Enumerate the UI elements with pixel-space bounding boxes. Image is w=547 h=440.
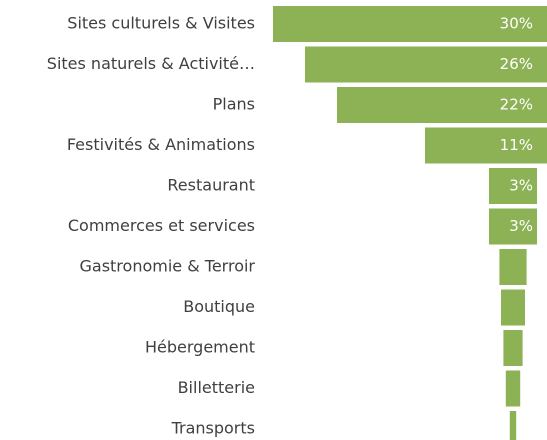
funnel-bar bbox=[505, 370, 521, 407]
category-label: Billetterie bbox=[178, 378, 255, 397]
value-label: 3% bbox=[509, 177, 533, 195]
funnel-bar bbox=[337, 87, 547, 123]
category-label: Plans bbox=[213, 95, 255, 114]
category-label: Boutique bbox=[183, 297, 255, 316]
value-label: 30% bbox=[500, 15, 533, 33]
funnel-bar bbox=[499, 249, 527, 285]
funnel-bar bbox=[503, 330, 523, 366]
funnel-bar bbox=[509, 411, 517, 440]
category-label: Festivités & Animations bbox=[67, 135, 255, 154]
category-label: Commerces et services bbox=[68, 216, 255, 235]
category-label: Transports bbox=[171, 419, 255, 438]
funnel-bar bbox=[425, 127, 547, 164]
category-label: Restaurant bbox=[167, 176, 255, 195]
funnel-bar bbox=[489, 168, 537, 204]
funnel-bar bbox=[501, 289, 525, 326]
funnel-bar bbox=[273, 6, 547, 42]
funnel-bar bbox=[489, 208, 537, 245]
category-label: Sites naturels & Activité… bbox=[47, 54, 255, 73]
funnel-bar bbox=[305, 46, 547, 83]
value-label: 11% bbox=[500, 136, 533, 154]
category-label: Hébergement bbox=[145, 338, 255, 357]
value-label: 26% bbox=[500, 55, 533, 73]
category-label: Sites culturels & Visites bbox=[67, 14, 255, 33]
value-label: 3% bbox=[509, 217, 533, 235]
category-label: Gastronomie & Terroir bbox=[79, 257, 255, 276]
value-label: 22% bbox=[500, 96, 533, 114]
